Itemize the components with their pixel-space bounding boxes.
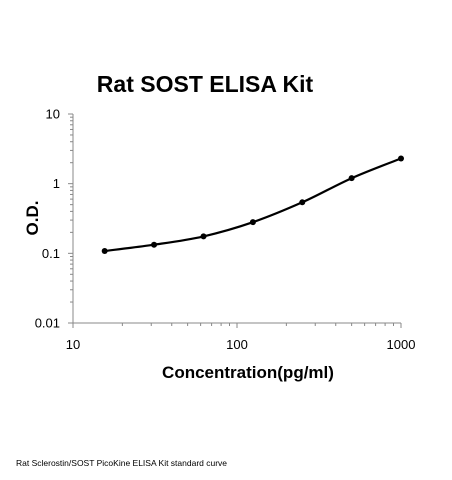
y-tick-label: 10 — [46, 107, 60, 122]
chart-title: Rat SOST ELISA Kit — [97, 71, 314, 97]
axes — [72, 114, 401, 324]
y-tick-label: 0.1 — [42, 246, 60, 261]
series-curve — [104, 157, 402, 253]
x-tick-label: 10 — [66, 337, 80, 352]
x-tick-label: 1000 — [387, 337, 416, 352]
data-point — [151, 241, 158, 248]
tick-labels: 0.01 0.1 1 10 10 100 1000 — [35, 107, 416, 353]
figure-caption: Rat Sclerostin/SOST PicoKine ELISA Kit s… — [16, 458, 228, 468]
tick-marks — [68, 113, 402, 328]
data-point — [299, 199, 306, 206]
data-point — [398, 155, 404, 162]
y-tick-label: 0.01 — [35, 316, 60, 331]
data-point — [101, 248, 108, 255]
x-axis-title: Concentration(pg/ml) — [162, 363, 334, 382]
data-point — [348, 175, 355, 182]
data-point — [200, 233, 207, 240]
y-tick-label: 1 — [53, 176, 60, 191]
y-axis-title: O.D. — [23, 201, 42, 236]
data-point — [249, 219, 256, 226]
x-tick-label: 100 — [226, 337, 248, 352]
data-points — [101, 155, 404, 255]
